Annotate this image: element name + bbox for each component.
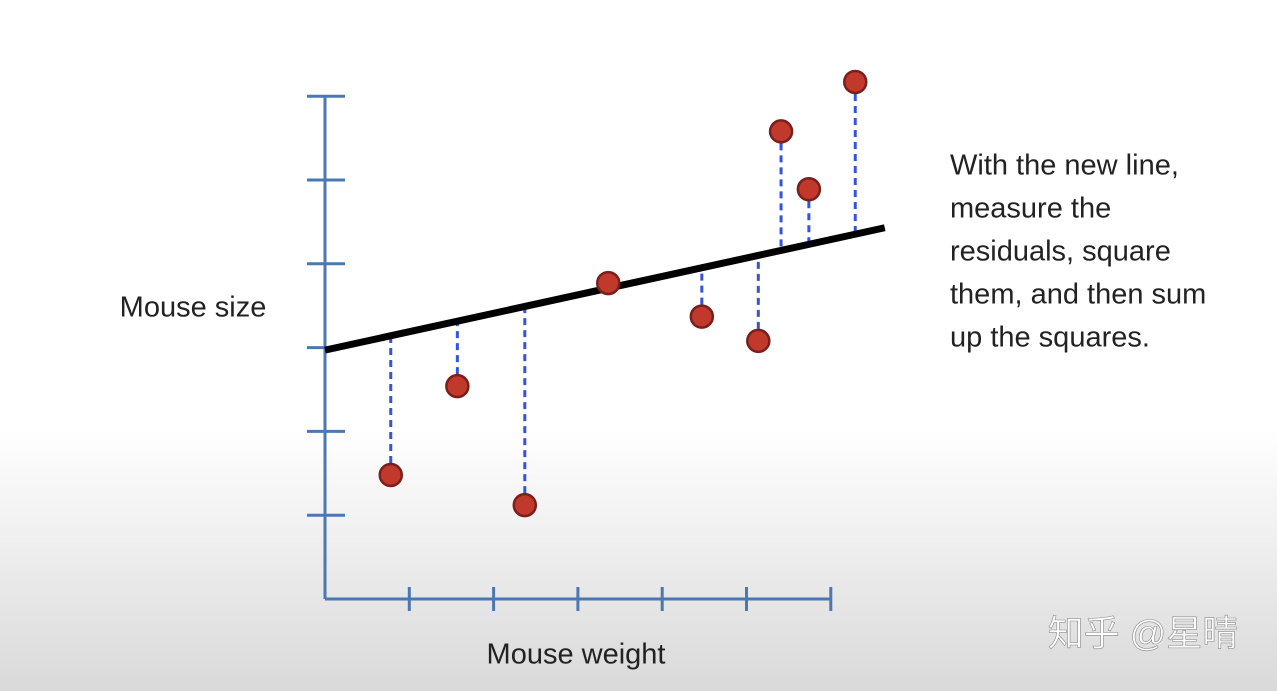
x-axis-label: Mouse weight xyxy=(487,639,666,671)
annotation-line: up the squares. xyxy=(950,322,1150,354)
annotation-line: them, and then sum xyxy=(950,279,1206,311)
y-axis-label: Mouse size xyxy=(120,292,267,324)
point xyxy=(796,176,822,202)
point xyxy=(746,328,771,354)
point xyxy=(595,270,621,296)
point xyxy=(445,373,470,399)
annotation-line: residuals, square xyxy=(950,236,1171,268)
annotation-line: With the new line, xyxy=(950,150,1179,182)
point xyxy=(842,69,868,95)
point xyxy=(768,119,794,144)
watermark: 知乎 @星晴 xyxy=(1048,613,1239,654)
point xyxy=(512,492,538,518)
point xyxy=(378,462,404,488)
annotation-line: measure the xyxy=(950,193,1111,225)
point xyxy=(689,304,715,329)
